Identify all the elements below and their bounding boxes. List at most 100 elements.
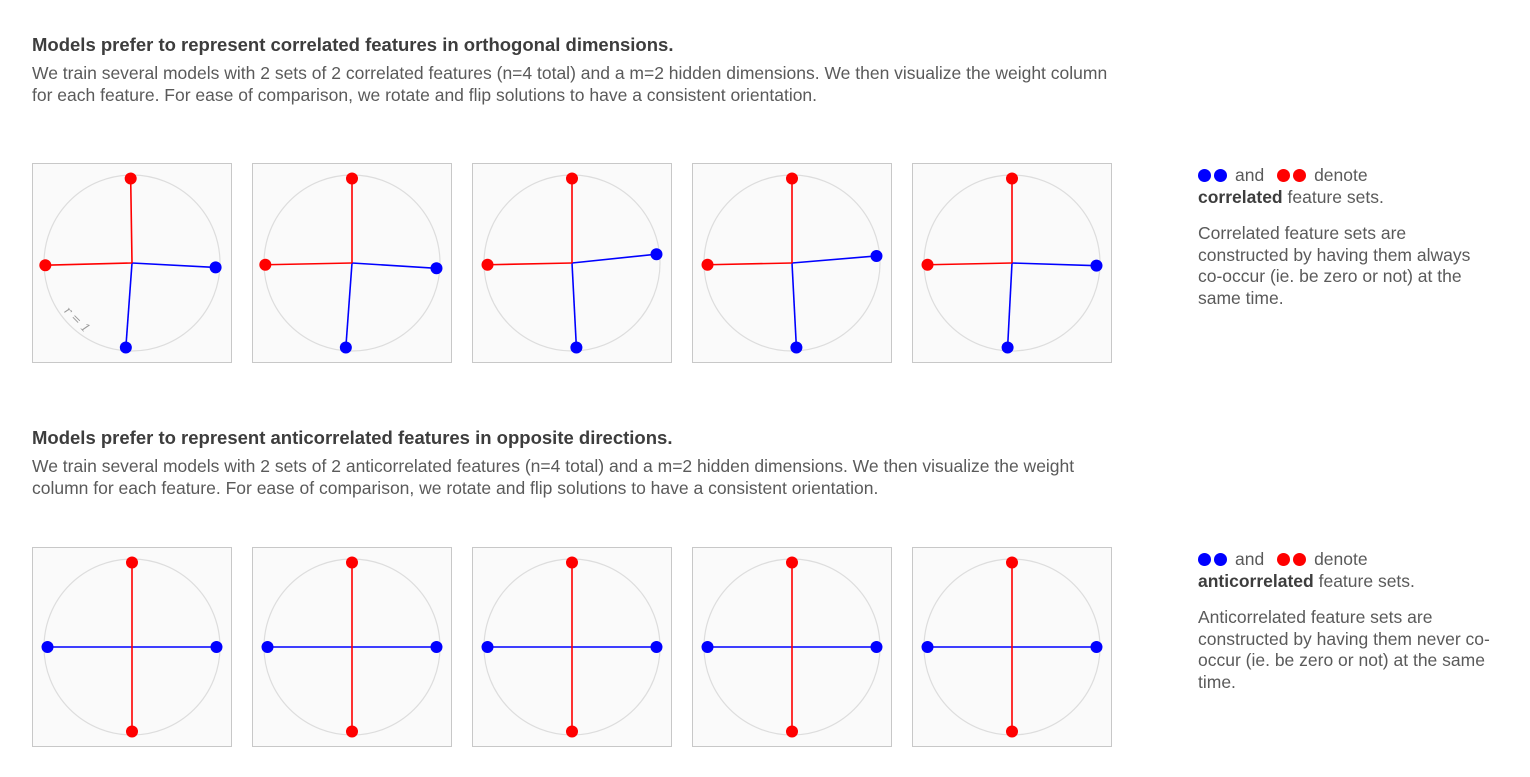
red-feature-point [481,258,494,271]
model-plot [921,172,1103,354]
model-panel [472,163,672,363]
red-feature-vector [487,262,573,266]
blue-feature-point [650,641,663,653]
blue-dot-icon [1214,169,1227,182]
model-panels [32,547,1116,750]
denote-text: denote [1314,549,1368,569]
red-feature-point [701,258,714,271]
blue-feature-point [921,641,934,653]
blue-feature-point [701,641,714,653]
blue-feature-point [339,341,352,354]
blue-feature-vector [131,262,216,269]
blue-feature-point [570,341,583,354]
blue-feature-vector [345,262,353,348]
model-plot [701,172,883,354]
and-text: and [1235,549,1265,569]
model-plot [701,556,883,738]
denote-text: denote [1314,165,1368,185]
legend-line: and denote correlated feature sets. [1198,165,1498,208]
model-plot [259,172,443,354]
emphasis-text: correlated [1198,186,1283,207]
blue-dot-icon [1198,169,1211,182]
blue-feature-point [209,261,222,274]
section-description: We train several models with 2 sets of 2… [32,63,1108,105]
model-plot: r = 1 [39,172,222,354]
red-pair-icon [1277,165,1307,185]
red-feature-vector [45,262,133,266]
emphasis-text: anticorrelated [1198,570,1314,591]
model-panel [472,547,672,747]
blue-feature-point [430,641,443,653]
red-feature-point [126,725,138,738]
blue-feature-vector [1011,262,1097,267]
model-plot [921,556,1103,738]
section-heading: Models prefer to represent correlated fe… [32,34,674,55]
suffix-text: feature sets. [1318,570,1415,591]
model-panel [692,547,892,747]
blue-feature-point [870,249,883,262]
model-panel [912,163,1112,363]
blue-feature-vector [791,255,877,264]
red-feature-point [921,258,934,271]
model-panels: r = 1 [32,163,1116,366]
blue-dot-icon [1214,553,1227,566]
blue-feature-vector [571,253,657,264]
red-dot-icon [1293,553,1307,566]
blue-feature-point [870,641,883,653]
suffix-text: feature sets. [1287,186,1384,207]
anticorrelated-section: Models prefer to represent anticorrelate… [32,426,1512,747]
red-feature-point [566,556,578,569]
model-panel: r = 1 [32,163,232,363]
blue-feature-point [1001,341,1014,354]
red-feature-point [786,556,798,569]
red-feature-point [1006,556,1018,569]
blue-feature-point [119,341,132,354]
legend-note: and denote correlated feature sets. Corr… [1198,165,1498,309]
section-heading: Models prefer to represent anticorrelate… [32,427,673,448]
blue-feature-point [430,262,443,275]
blue-feature-point [650,248,663,261]
blue-feature-vector [351,262,437,270]
red-feature-vector [265,262,353,266]
explanation-text: Anticorrelated feature sets are construc… [1198,607,1490,692]
red-feature-point [39,259,52,272]
red-feature-vector [927,262,1013,266]
legend-note: and denote anticorrelated feature sets. … [1198,549,1498,693]
radius-label: r = 1 [61,304,93,336]
blue-dot-icon [1198,553,1211,566]
blue-feature-point [210,641,223,653]
blue-feature-point [481,641,494,653]
red-feature-point [259,258,272,271]
model-plot [261,556,443,738]
section-description: We train several models with 2 sets of 2… [32,456,1075,498]
correlated-section: Models prefer to represent correlated fe… [32,33,1512,363]
model-plot [481,556,663,738]
blue-feature-vector [571,262,578,348]
blue-feature-vector [125,262,133,348]
model-panel [32,547,232,747]
model-plot [41,556,223,738]
red-dot-icon [1277,169,1291,182]
explanation-text: Correlated feature sets are constructed … [1198,223,1471,308]
red-feature-vector [707,262,793,266]
blue-feature-point [1090,259,1103,272]
legend-line: and denote anticorrelated feature sets. [1198,549,1498,592]
red-feature-point [346,725,358,738]
blue-feature-point [1090,641,1103,653]
red-feature-point [1006,172,1018,185]
red-feature-point [126,556,138,569]
red-feature-vector [129,178,133,264]
red-feature-point [1006,725,1018,738]
model-panel [692,163,892,363]
red-feature-point [346,556,358,569]
model-panel [252,163,452,363]
red-dot-icon [1277,553,1291,566]
red-dot-icon [1293,169,1307,182]
red-feature-point [786,725,798,738]
red-feature-point [346,172,358,185]
red-feature-point [786,172,798,185]
red-feature-point [566,172,578,185]
blue-feature-vector [791,262,798,348]
red-pair-icon [1277,549,1307,569]
